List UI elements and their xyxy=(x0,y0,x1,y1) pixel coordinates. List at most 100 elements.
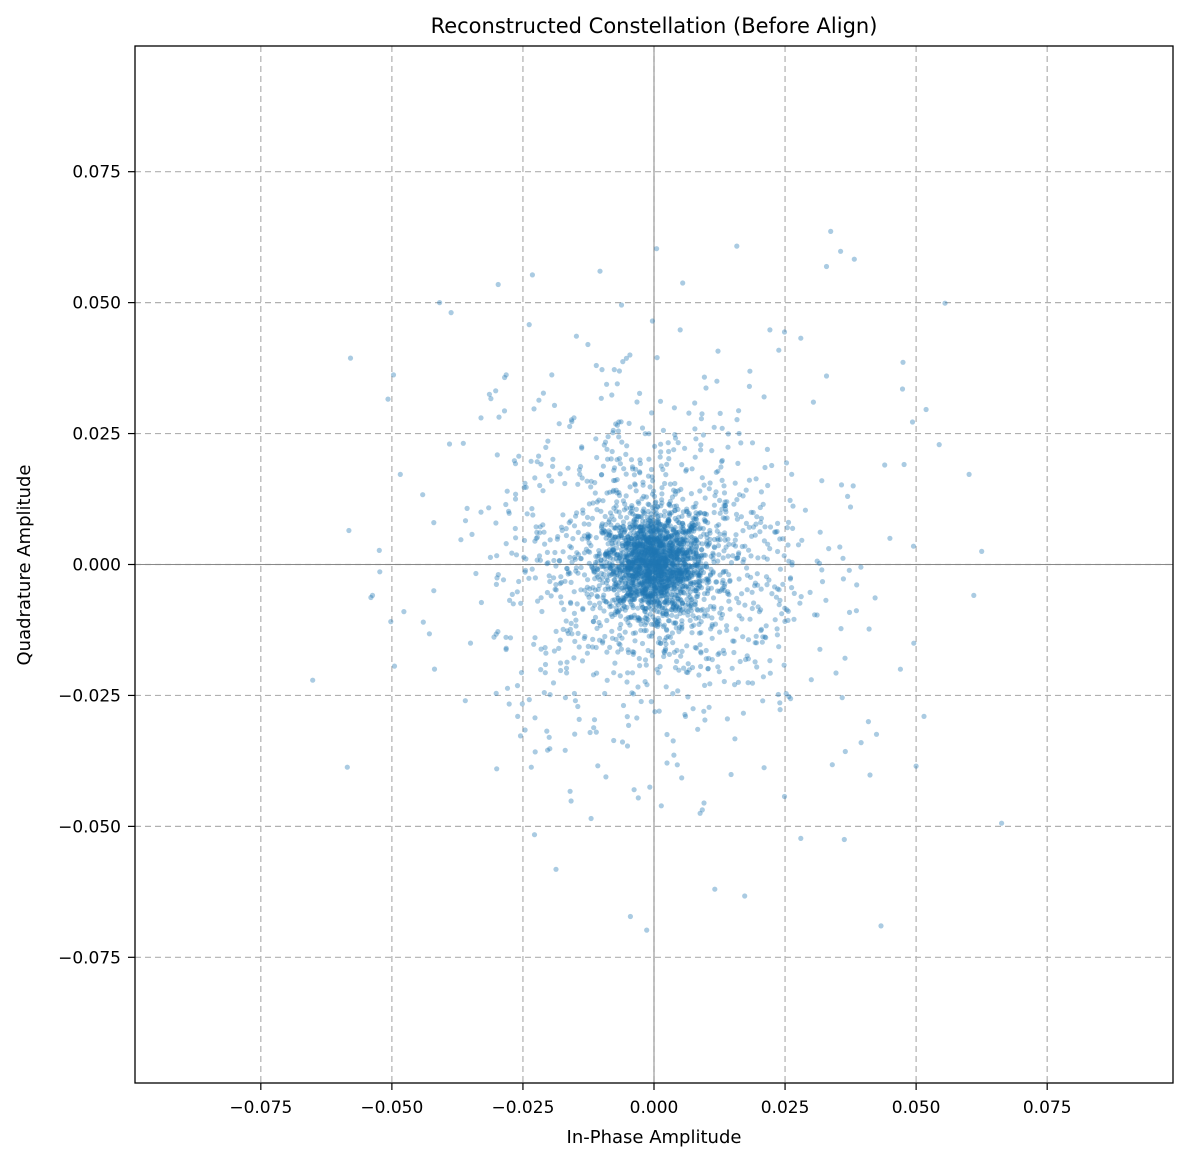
data-point xyxy=(621,587,627,594)
data-point xyxy=(657,559,663,565)
data-point xyxy=(689,540,695,546)
data-point xyxy=(647,562,653,568)
data-point xyxy=(623,493,629,499)
data-point xyxy=(698,570,704,576)
data-point xyxy=(646,600,652,606)
data-point xyxy=(833,670,839,676)
data-point xyxy=(547,537,553,543)
data-point xyxy=(685,612,691,618)
data-point xyxy=(602,633,608,640)
data-point xyxy=(601,563,607,570)
data-point xyxy=(639,425,646,431)
data-point xyxy=(598,395,604,401)
data-point xyxy=(646,556,652,562)
data-point xyxy=(536,397,542,403)
data-point xyxy=(709,448,715,454)
data-point xyxy=(638,531,645,537)
data-point xyxy=(628,601,634,607)
data-point xyxy=(707,530,713,536)
data-point xyxy=(817,646,823,652)
data-point xyxy=(641,597,647,603)
data-point xyxy=(647,579,653,585)
data-point xyxy=(656,542,662,548)
data-point xyxy=(647,578,653,584)
data-point xyxy=(623,566,629,572)
data-point xyxy=(553,582,559,588)
data-point xyxy=(612,609,618,616)
data-point xyxy=(534,557,540,563)
data-point xyxy=(657,533,663,539)
data-point xyxy=(873,731,880,737)
data-point xyxy=(600,640,606,646)
data-point xyxy=(543,650,549,656)
data-point xyxy=(636,566,642,573)
data-point xyxy=(607,510,614,516)
y-tick-label: −0.075 xyxy=(58,948,121,968)
data-point xyxy=(645,571,651,577)
data-point xyxy=(618,302,625,308)
data-point xyxy=(643,548,649,554)
data-point xyxy=(715,588,721,594)
data-point xyxy=(694,582,700,588)
data-point xyxy=(640,593,646,599)
data-point xyxy=(420,619,426,625)
data-point xyxy=(676,605,683,612)
data-point xyxy=(568,579,574,586)
data-point xyxy=(629,573,635,579)
data-point xyxy=(639,586,645,592)
data-point xyxy=(547,692,553,698)
data-point xyxy=(646,560,652,566)
data-point xyxy=(661,572,667,578)
data-point xyxy=(666,618,672,624)
data-point xyxy=(687,563,693,570)
data-point xyxy=(685,556,691,562)
data-point xyxy=(628,592,634,598)
data-point xyxy=(494,766,500,772)
data-point xyxy=(717,536,723,543)
data-point xyxy=(703,511,710,517)
data-point xyxy=(621,523,627,530)
data-point xyxy=(657,531,664,537)
data-point xyxy=(767,327,773,333)
data-point xyxy=(728,560,735,566)
data-point xyxy=(632,568,638,574)
data-point xyxy=(628,586,634,593)
data-point xyxy=(685,586,691,592)
data-point xyxy=(645,559,651,565)
data-point xyxy=(631,612,638,618)
data-point xyxy=(486,505,492,511)
data-point xyxy=(663,562,669,568)
data-point xyxy=(652,588,658,594)
data-point xyxy=(731,638,737,644)
data-point xyxy=(714,528,720,534)
data-point xyxy=(610,571,616,577)
data-point xyxy=(732,543,739,549)
data-point xyxy=(781,553,787,559)
data-point xyxy=(680,522,686,528)
data-point xyxy=(662,561,668,567)
data-point xyxy=(625,540,631,546)
data-point xyxy=(608,565,614,572)
data-point xyxy=(649,505,656,511)
x-tick-label: −0.050 xyxy=(360,1098,423,1118)
data-point xyxy=(637,565,643,571)
data-point xyxy=(709,657,715,663)
data-point xyxy=(639,534,645,540)
data-point xyxy=(755,582,761,588)
data-point xyxy=(646,540,652,546)
data-point xyxy=(645,595,652,601)
data-point xyxy=(673,569,680,575)
data-point xyxy=(558,600,565,606)
data-point xyxy=(660,610,666,616)
data-point xyxy=(668,539,674,546)
data-point xyxy=(654,355,660,361)
data-point xyxy=(643,536,649,542)
data-point xyxy=(662,554,668,561)
data-point xyxy=(681,564,687,570)
data-point xyxy=(650,630,656,636)
data-point xyxy=(682,559,688,565)
data-point xyxy=(631,546,637,552)
data-point xyxy=(640,591,646,597)
data-point xyxy=(653,561,660,567)
data-point xyxy=(636,561,642,567)
